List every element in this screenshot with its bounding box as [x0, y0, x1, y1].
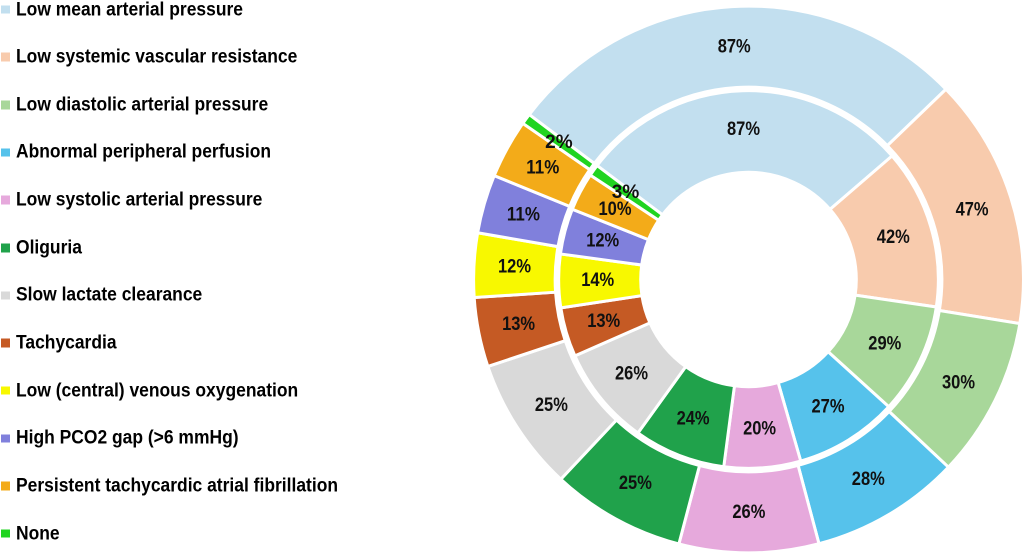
svg-text:13%: 13% [502, 314, 535, 335]
svg-text:3%: 3% [612, 182, 640, 203]
svg-text:27%: 27% [812, 397, 845, 418]
svg-text:26%: 26% [732, 502, 765, 523]
svg-text:25%: 25% [619, 473, 652, 494]
svg-text:13%: 13% [587, 311, 620, 332]
svg-text:26%: 26% [615, 364, 648, 385]
svg-text:10%: 10% [599, 199, 632, 220]
svg-text:20%: 20% [743, 419, 776, 440]
svg-text:2%: 2% [545, 132, 573, 153]
svg-text:11%: 11% [507, 204, 540, 225]
svg-text:28%: 28% [852, 469, 885, 490]
svg-text:29%: 29% [868, 333, 901, 354]
svg-text:24%: 24% [677, 409, 710, 430]
svg-text:42%: 42% [877, 227, 910, 248]
svg-text:87%: 87% [718, 36, 751, 57]
svg-text:11%: 11% [526, 158, 559, 179]
svg-text:14%: 14% [581, 270, 614, 291]
svg-text:87%: 87% [727, 119, 760, 140]
svg-text:25%: 25% [535, 395, 568, 416]
svg-text:47%: 47% [956, 199, 989, 220]
svg-text:30%: 30% [942, 372, 975, 393]
svg-text:12%: 12% [498, 257, 531, 278]
svg-text:12%: 12% [586, 231, 619, 252]
